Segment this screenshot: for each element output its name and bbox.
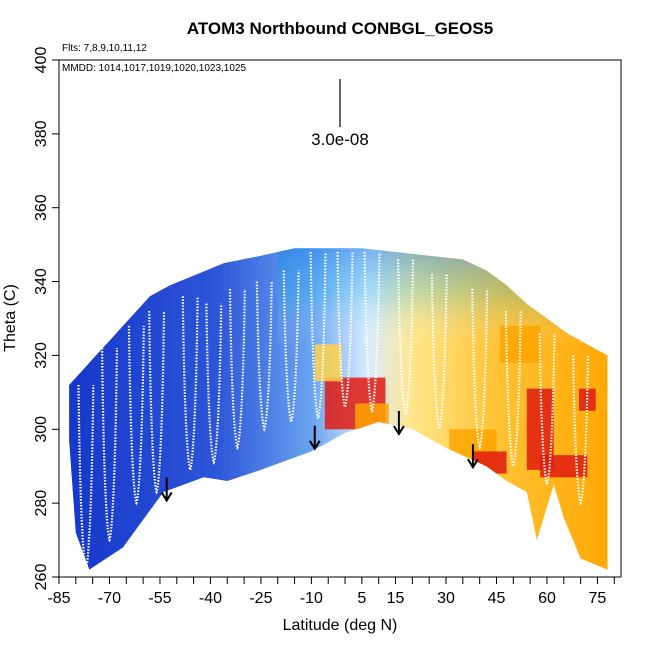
- flight-track-5: [205, 303, 223, 465]
- y-tick-label: 300: [33, 416, 50, 443]
- flight-track-4: [181, 296, 199, 473]
- flight-track-16: [538, 333, 556, 488]
- y-axis-label: Theta (C): [2, 284, 19, 352]
- y-tick-label: 400: [33, 47, 50, 74]
- arrow-2: [393, 410, 405, 436]
- y-tick-label: 260: [33, 564, 50, 591]
- x-tick-label: -55: [148, 590, 171, 607]
- arrow-3: [467, 444, 479, 470]
- flight-track-14: [471, 288, 489, 451]
- y-tick-label: 280: [33, 490, 50, 517]
- x-tick-label: -40: [199, 590, 222, 607]
- x-tick-label: 60: [538, 590, 556, 607]
- flight-track-15: [504, 311, 522, 469]
- flight-track-3: [148, 311, 166, 495]
- x-axis-label: Latitude (deg N): [283, 617, 398, 634]
- hotspot-8: [314, 344, 342, 382]
- arrow-1: [308, 425, 321, 451]
- flight-track-6: [228, 288, 246, 451]
- x-tick-label: 5: [357, 590, 366, 607]
- hotspot-5: [540, 455, 588, 478]
- flight-track-13: [430, 274, 448, 432]
- y-tick-label: 320: [33, 342, 50, 369]
- flight-track-8: [282, 270, 300, 425]
- flight-track-10: [336, 251, 354, 410]
- hotspot-3: [472, 451, 507, 474]
- hotspot-6: [578, 388, 596, 411]
- flight-track-11: [363, 251, 381, 414]
- scale-label: 3.0e-08: [311, 130, 369, 149]
- x-tick-label: -85: [47, 590, 70, 607]
- arrow-0: [160, 477, 173, 503]
- arrows: [160, 410, 479, 503]
- y-axis: 260 280 300 320 340 360 380 400: [33, 47, 59, 591]
- x-tick-label: -70: [98, 590, 121, 607]
- x-tick-label: 30: [437, 590, 455, 607]
- flight-track-17: [572, 355, 590, 506]
- flight-track-12: [397, 259, 415, 417]
- flight-track-9: [309, 251, 327, 421]
- x-tick-label: 15: [387, 590, 405, 607]
- flight-track-1: [101, 347, 118, 543]
- y-tick-label: 360: [33, 194, 50, 221]
- flight-track-2: [127, 325, 145, 506]
- flight-tracks: [77, 251, 590, 570]
- plot-frame: [58, 59, 622, 578]
- flight-track-7: [255, 281, 273, 432]
- dates-note: MMDD: 1014,1017,1019,1020,1023,1025: [62, 63, 246, 74]
- x-tick-label: -25: [249, 590, 272, 607]
- y-tick-label: 340: [33, 268, 50, 295]
- flights-note: Flts: 7,8,9,10,11,12: [62, 43, 147, 54]
- x-tick-label: 45: [488, 590, 506, 607]
- chart-title: ATOM3 Northbound CONBGL_GEOS5: [187, 19, 493, 38]
- x-tick-label: -10: [300, 590, 323, 607]
- y-tick-label: 380: [33, 120, 50, 147]
- x-axis: -85 -70 -55 -40 -25 -10 5 15 30 45 60 75: [47, 577, 615, 607]
- x-tick-label: 75: [589, 590, 607, 607]
